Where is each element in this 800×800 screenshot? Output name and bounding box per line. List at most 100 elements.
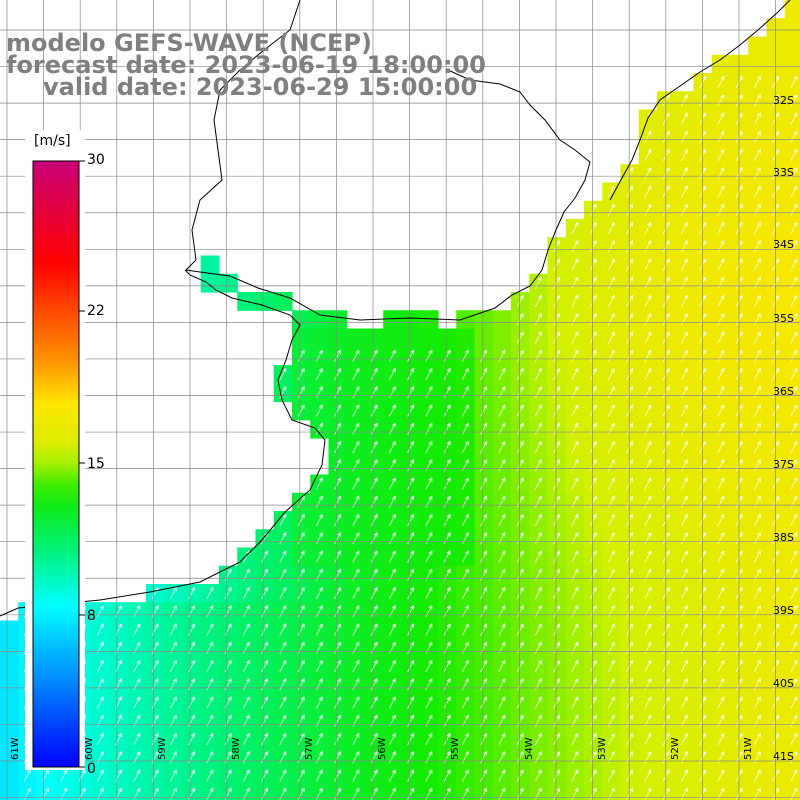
wind-arrow [206,587,214,600]
wind-arrow [407,514,415,527]
wind-arrow [607,240,615,253]
lon-label: 51W [743,737,754,760]
wind-arrow [443,605,451,618]
wind-arrow [425,441,433,454]
wind-arrow [352,459,360,472]
wind-arrow [662,313,670,326]
wind-arrow [443,441,451,454]
wind-arrow [315,623,323,636]
wind-arrow [352,477,360,490]
wind-arrow [589,696,597,709]
wind-arrow [662,495,670,508]
wind-arrow [534,459,542,472]
wind-arrow [498,769,506,782]
wind-arrow [680,185,688,198]
wind-arrow [790,276,798,289]
wind-arrow [188,733,196,746]
wind-arrow [571,587,579,600]
wind-arrow [480,422,488,435]
wind-arrow [206,733,214,746]
wind-arrow [133,623,141,636]
wind-arrow [790,295,798,308]
wind-arrow [662,94,670,107]
wind-arrow [644,222,652,235]
wind-arrow [315,696,323,709]
wind-arrow [315,477,323,490]
wind-arrow [717,258,725,271]
wind-arrow [206,660,214,673]
lon-label: 56W [377,737,388,760]
wind-arrow [516,696,524,709]
wind-arrow [626,532,634,545]
wind-arrow [753,660,761,673]
wind-arrow [626,295,634,308]
wind-arrow [753,422,761,435]
wind-arrow [224,623,232,636]
wind-cell [730,54,749,74]
wind-arrow [644,368,652,381]
wind-arrow [607,495,615,508]
wind-arrow [480,587,488,600]
wind-arrow [717,495,725,508]
wind-cell [784,182,800,202]
wind-cell [438,328,457,348]
wind-arrow [662,203,670,216]
wind-arrow [480,605,488,618]
wind-arrow [662,349,670,362]
wind-arrow [188,660,196,673]
wind-arrow [407,733,415,746]
wind-arrow [662,368,670,381]
wind-arrow [571,276,579,289]
wind-arrow [443,587,451,600]
wind-arrow [607,587,615,600]
wind-arrow [571,660,579,673]
wind-arrow [498,623,506,636]
wind-arrow [169,696,177,709]
wind-arrow [534,660,542,673]
wind-arrow [480,733,488,746]
wind-arrow [516,605,524,618]
wind-arrow [589,532,597,545]
wind-arrow [315,514,323,527]
wind-arrow [169,660,177,673]
wind-arrow [626,495,634,508]
wind-arrow [297,660,305,673]
valid-date: valid date: 2023-06-29 15:00:00 [43,73,478,101]
wind-arrow [534,769,542,782]
wind-arrow [534,477,542,490]
wind-arrow [516,769,524,782]
wind-arrow [242,587,250,600]
wind-arrow [334,514,342,527]
wind-arrow [352,587,360,600]
wind-arrow [553,404,561,417]
wind-arrow [553,587,561,600]
wind-arrow [589,660,597,673]
wind-arrow [370,404,378,417]
wind-cell [784,419,800,439]
wind-arrow [553,477,561,490]
wind-arrow [790,477,798,490]
wind-arrow [589,295,597,308]
wind-cell [383,310,403,330]
wind-cell [784,711,800,731]
lat-label: 33S [773,166,794,179]
wind-arrow [717,733,725,746]
wind-cell [346,328,366,348]
wind-arrow [461,349,469,362]
wind-arrow [626,623,634,636]
wind-arrow [443,769,451,782]
wind-arrow [680,112,688,125]
wind-arrow [553,550,561,563]
wind-arrow [206,696,214,709]
wind-arrow [297,349,305,362]
wind-cell [784,18,800,38]
wind-arrow [790,203,798,216]
wind-arrow [461,386,469,399]
wind-arrow [589,550,597,563]
wind-arrow [607,422,615,435]
wind-arrow [370,514,378,527]
wind-cell [219,273,238,293]
wind-arrow [498,550,506,563]
wind-arrow [261,550,269,563]
wind-arrow [753,94,761,107]
